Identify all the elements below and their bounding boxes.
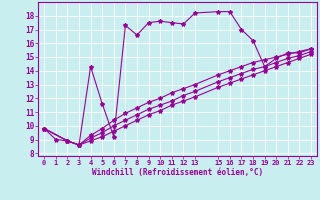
- X-axis label: Windchill (Refroidissement éolien,°C): Windchill (Refroidissement éolien,°C): [92, 168, 263, 177]
